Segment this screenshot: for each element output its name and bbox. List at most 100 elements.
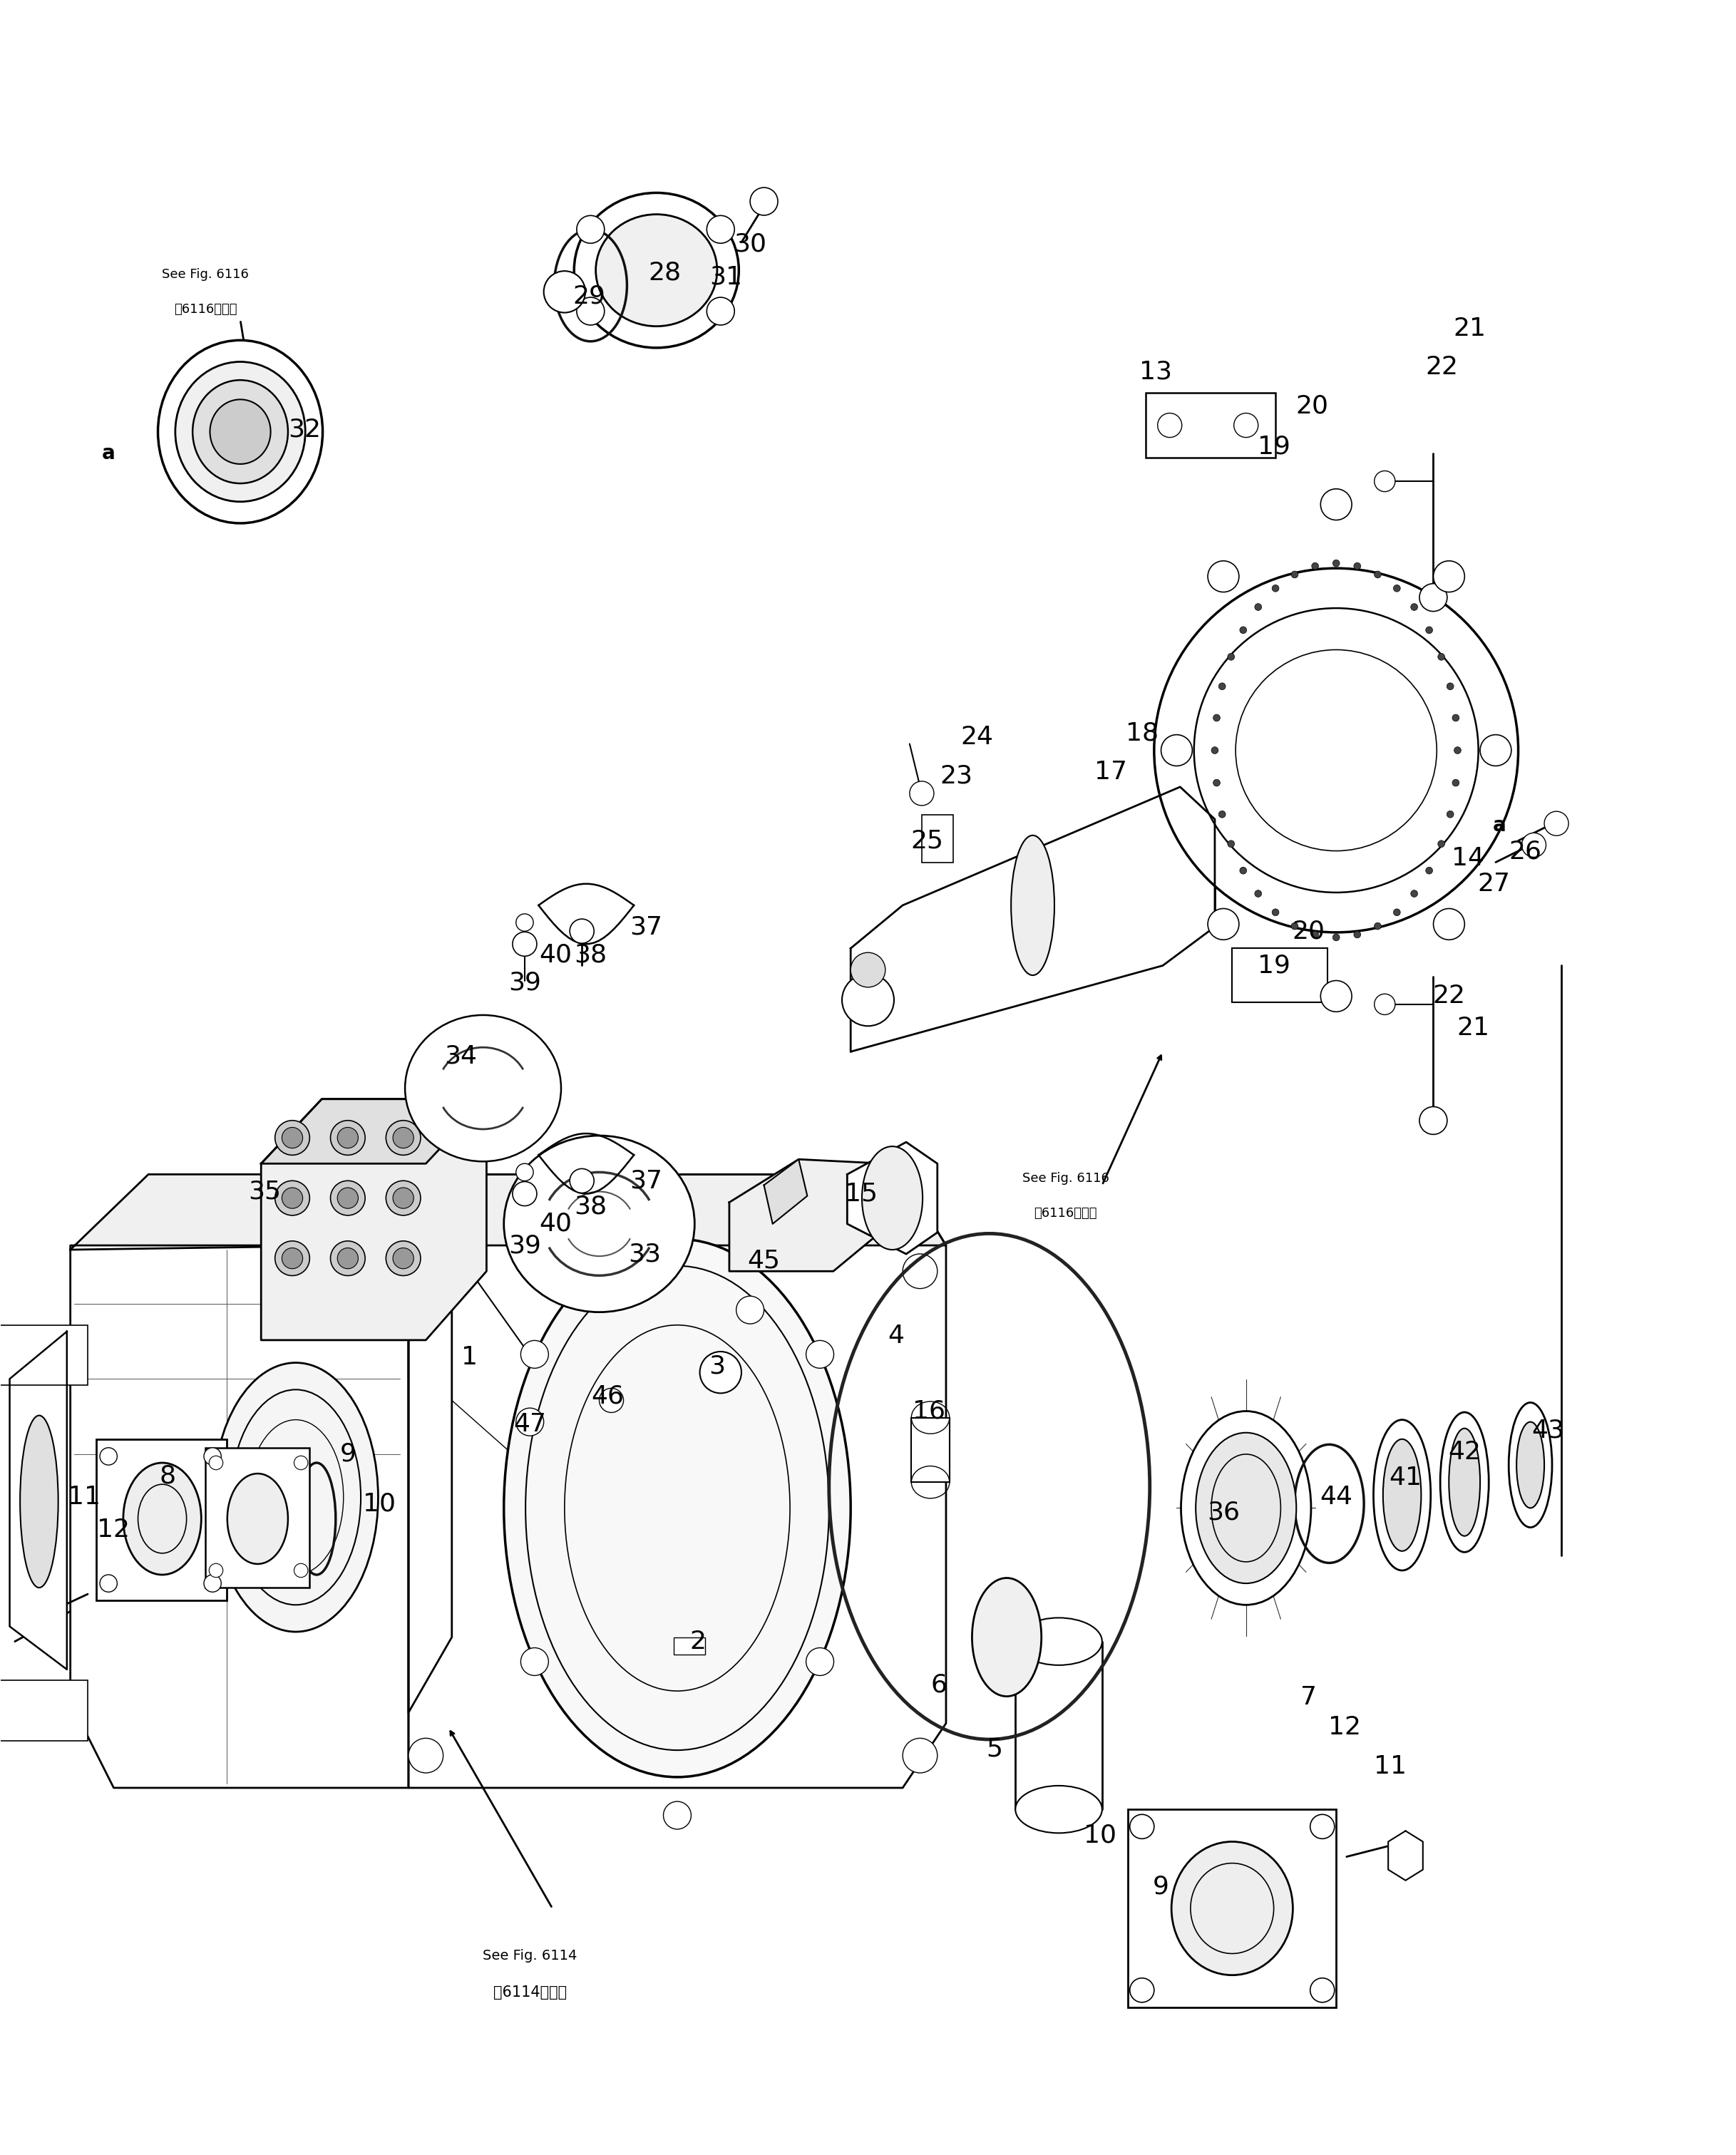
Circle shape — [512, 931, 536, 957]
Bar — [1128, 1810, 1337, 2008]
Circle shape — [385, 1121, 420, 1155]
Circle shape — [512, 1181, 536, 1207]
Circle shape — [1453, 780, 1460, 787]
Circle shape — [1333, 560, 1340, 567]
Text: 1: 1 — [462, 1345, 477, 1368]
Polygon shape — [729, 1159, 885, 1271]
Text: 35: 35 — [248, 1179, 281, 1205]
Circle shape — [516, 1164, 533, 1181]
Bar — [0, 1325, 89, 1386]
Polygon shape — [260, 1099, 486, 1340]
Circle shape — [576, 216, 604, 244]
Ellipse shape — [1172, 1843, 1293, 1976]
Text: 45: 45 — [748, 1248, 781, 1274]
Circle shape — [1425, 627, 1432, 634]
Text: 11: 11 — [68, 1485, 101, 1508]
Text: 12: 12 — [1328, 1715, 1361, 1739]
Ellipse shape — [227, 1474, 288, 1565]
Ellipse shape — [1010, 836, 1054, 976]
Text: 12: 12 — [97, 1517, 130, 1541]
Circle shape — [1158, 414, 1182, 437]
Text: 22: 22 — [1425, 356, 1458, 379]
Text: 15: 15 — [845, 1181, 877, 1207]
Text: 第6116図参照: 第6116図参照 — [174, 302, 238, 315]
Text: 28: 28 — [649, 261, 682, 284]
Circle shape — [1292, 571, 1299, 578]
Text: 31: 31 — [710, 265, 743, 289]
Ellipse shape — [1016, 1786, 1102, 1834]
Text: 14: 14 — [1451, 845, 1484, 871]
Circle shape — [1375, 993, 1396, 1015]
Circle shape — [1375, 470, 1396, 491]
Circle shape — [1234, 414, 1259, 437]
Text: a: a — [102, 444, 115, 463]
Circle shape — [281, 1187, 302, 1209]
Polygon shape — [764, 1159, 807, 1224]
Text: 13: 13 — [1139, 360, 1172, 384]
Text: 20: 20 — [1292, 918, 1325, 944]
Circle shape — [1321, 489, 1352, 519]
Text: 19: 19 — [1257, 435, 1290, 459]
Circle shape — [337, 1248, 358, 1269]
Circle shape — [569, 918, 594, 944]
Circle shape — [1272, 909, 1279, 916]
Circle shape — [707, 216, 734, 244]
Polygon shape — [408, 1174, 946, 1789]
Text: 21: 21 — [1457, 1015, 1489, 1041]
Circle shape — [707, 297, 734, 325]
Circle shape — [337, 1187, 358, 1209]
Circle shape — [1455, 748, 1462, 754]
Text: 19: 19 — [1257, 953, 1290, 978]
Ellipse shape — [1196, 1433, 1297, 1584]
Circle shape — [1434, 560, 1465, 593]
Bar — [97, 1440, 226, 1601]
Text: 39: 39 — [509, 970, 542, 996]
Circle shape — [1321, 981, 1352, 1013]
Bar — [1233, 948, 1328, 1002]
Bar — [205, 1448, 309, 1588]
Text: 29: 29 — [573, 284, 606, 308]
Circle shape — [1227, 840, 1234, 847]
Circle shape — [208, 1565, 222, 1577]
Circle shape — [1312, 562, 1319, 569]
Text: 20: 20 — [1295, 394, 1328, 418]
Polygon shape — [10, 1332, 68, 1670]
Circle shape — [1208, 909, 1240, 940]
Text: 21: 21 — [1453, 317, 1486, 340]
Circle shape — [1446, 810, 1453, 817]
Circle shape — [1255, 890, 1262, 896]
Polygon shape — [1389, 1832, 1424, 1881]
Text: 40: 40 — [540, 1211, 573, 1237]
Text: 37: 37 — [630, 914, 663, 940]
Text: 46: 46 — [592, 1384, 625, 1407]
Circle shape — [750, 187, 778, 216]
Circle shape — [1333, 933, 1340, 942]
Circle shape — [521, 1649, 549, 1677]
Circle shape — [281, 1127, 302, 1149]
Circle shape — [330, 1241, 365, 1276]
Circle shape — [806, 1340, 833, 1368]
Text: 23: 23 — [939, 765, 972, 789]
Circle shape — [1240, 866, 1246, 875]
Circle shape — [1311, 1978, 1335, 2002]
Text: 3: 3 — [708, 1353, 726, 1377]
Circle shape — [408, 1254, 443, 1289]
Circle shape — [1437, 840, 1444, 847]
Text: 24: 24 — [960, 726, 993, 750]
Circle shape — [385, 1241, 420, 1276]
Circle shape — [385, 1181, 420, 1215]
Circle shape — [1375, 571, 1382, 578]
Circle shape — [663, 1187, 691, 1215]
Circle shape — [1411, 603, 1418, 610]
Ellipse shape — [1450, 1429, 1481, 1537]
Text: 37: 37 — [630, 1168, 663, 1194]
Text: 38: 38 — [575, 942, 608, 968]
Circle shape — [1522, 832, 1547, 858]
Ellipse shape — [1517, 1422, 1545, 1508]
Text: 第6114図参照: 第6114図参照 — [493, 1985, 566, 2000]
Ellipse shape — [1384, 1440, 1422, 1552]
Circle shape — [1240, 627, 1246, 634]
Circle shape — [1481, 735, 1512, 765]
Circle shape — [700, 1351, 741, 1392]
Text: 41: 41 — [1389, 1465, 1422, 1489]
